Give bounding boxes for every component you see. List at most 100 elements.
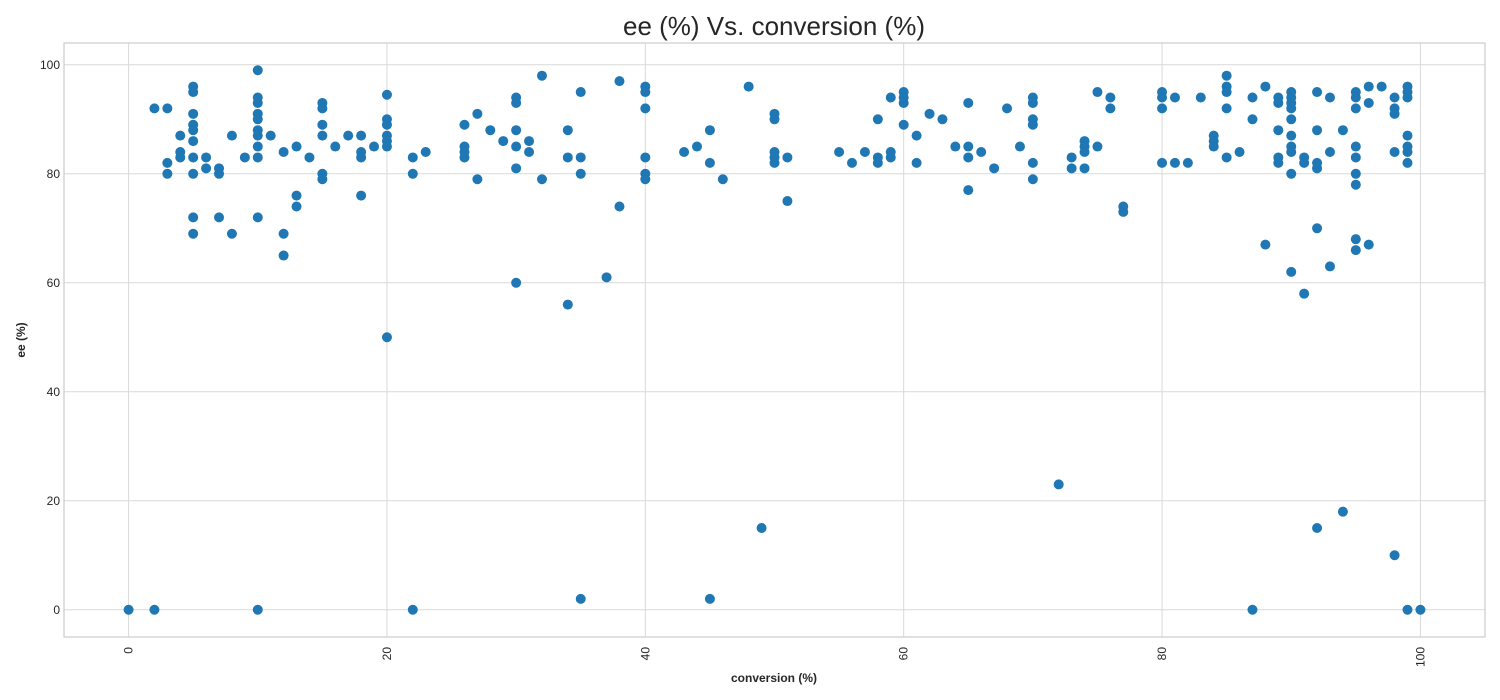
scatter-point [226, 130, 237, 141]
scatter-point [1053, 479, 1064, 490]
scatter-point [356, 152, 367, 163]
scatter-point [226, 228, 237, 239]
x-axis-label: conversion (%) [731, 671, 817, 685]
scatter-point [511, 125, 522, 136]
scatter-point [175, 130, 186, 141]
scatter-point [963, 141, 974, 152]
scatter-point [614, 201, 625, 212]
scatter-point [188, 136, 199, 147]
scatter-point [704, 157, 715, 168]
scatter-point [459, 119, 470, 130]
scatter-point [201, 163, 212, 174]
scatter-point [201, 152, 212, 163]
scatter-point [575, 593, 586, 604]
scatter-point [1363, 239, 1374, 250]
scatter-point [1312, 87, 1323, 98]
scatter-point [640, 87, 651, 98]
scatter-point [1157, 103, 1168, 114]
scatter-point [937, 114, 948, 125]
scatter-point [911, 157, 922, 168]
scatter-point [1350, 245, 1361, 256]
scatter-point [614, 76, 625, 87]
scatter-point [1415, 604, 1426, 615]
scatter-point [1312, 125, 1323, 136]
scatter-point [511, 141, 522, 152]
scatter-point [1182, 157, 1193, 168]
scatter-point [175, 152, 186, 163]
scatter-point [898, 119, 909, 130]
scatter-point [1027, 119, 1038, 130]
scatter-point [214, 212, 225, 223]
scatter-point [1221, 103, 1232, 114]
scatter-point [291, 190, 302, 201]
x-tick-label: 60 [897, 647, 911, 661]
y-axis-label: ee (%) [14, 322, 28, 357]
scatter-point [963, 185, 974, 196]
scatter-point [188, 152, 199, 163]
x-axis-ticks: 0 20 40 60 80 100 [122, 647, 1428, 667]
scatter-point [1350, 234, 1361, 245]
data-points [123, 65, 1426, 615]
grid [64, 43, 1485, 637]
scatter-point [1247, 604, 1258, 615]
scatter-point [1312, 163, 1323, 174]
scatter-point [950, 141, 961, 152]
scatter-point [1014, 141, 1025, 152]
y-axis-ticks: 0 20 40 60 80 100 [40, 58, 60, 617]
scatter-point [188, 212, 199, 223]
scatter-point [834, 146, 845, 157]
scatter-point [1221, 87, 1232, 98]
scatter-point [704, 593, 715, 604]
scatter-point [291, 201, 302, 212]
scatter-point [1066, 152, 1077, 163]
scatter-point [1079, 163, 1090, 174]
scatter-point [188, 108, 199, 119]
x-tick-label: 40 [638, 647, 652, 661]
scatter-point [407, 168, 418, 179]
scatter-point [149, 604, 160, 615]
scatter-point [1195, 92, 1206, 103]
scatter-point [1376, 81, 1387, 92]
scatter-point [1363, 97, 1374, 108]
scatter-point [123, 604, 134, 615]
scatter-point [1337, 506, 1348, 517]
scatter-point [1157, 157, 1168, 168]
scatter-point [343, 130, 354, 141]
scatter-point [1299, 157, 1310, 168]
scatter-point [278, 228, 289, 239]
scatter-point [381, 332, 392, 343]
scatter-point [511, 277, 522, 288]
scatter-point [1066, 163, 1077, 174]
scatter-point [691, 141, 702, 152]
scatter-point [381, 119, 392, 130]
scatter-point [847, 157, 858, 168]
scatter-point [252, 65, 263, 76]
scatter-point [898, 97, 909, 108]
scatter-point [252, 114, 263, 125]
scatter-point [976, 146, 987, 157]
scatter-point [291, 141, 302, 152]
scatter-point [575, 87, 586, 98]
scatter-point [317, 130, 328, 141]
scatter-point [924, 108, 935, 119]
scatter-point [317, 103, 328, 114]
scatter-point [1324, 92, 1335, 103]
scatter-point [782, 196, 793, 207]
chart-title: ee (%) Vs. conversion (%) [623, 11, 925, 41]
scatter-point [1350, 152, 1361, 163]
scatter-point [782, 152, 793, 163]
scatter-point [1092, 141, 1103, 152]
scatter-point [252, 97, 263, 108]
x-tick-label: 20 [380, 647, 394, 661]
scatter-point [1027, 174, 1038, 185]
scatter-point [769, 114, 780, 125]
x-tick-label: 0 [122, 647, 136, 654]
scatter-point [1389, 108, 1400, 119]
scatter-point [407, 604, 418, 615]
y-tick-label: 80 [47, 167, 61, 181]
scatter-point [317, 119, 328, 130]
scatter-point [1260, 81, 1271, 92]
scatter-point [317, 174, 328, 185]
scatter-point [1389, 146, 1400, 157]
scatter-point [381, 89, 392, 100]
